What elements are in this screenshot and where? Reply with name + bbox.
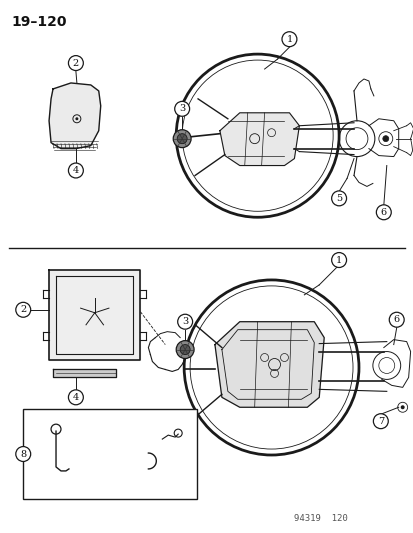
Circle shape	[16, 447, 31, 462]
Text: 8: 8	[20, 449, 26, 458]
Circle shape	[375, 205, 390, 220]
Circle shape	[177, 314, 192, 329]
Circle shape	[173, 130, 191, 148]
Text: 3: 3	[182, 317, 188, 326]
Circle shape	[382, 136, 388, 142]
Text: 5: 5	[335, 194, 341, 203]
Text: 6: 6	[393, 315, 399, 324]
Text: 4: 4	[73, 166, 79, 175]
Text: 2: 2	[20, 305, 26, 314]
Circle shape	[388, 312, 403, 327]
Text: 7: 7	[377, 417, 383, 426]
Polygon shape	[53, 369, 115, 377]
Circle shape	[331, 191, 346, 206]
Circle shape	[176, 341, 194, 359]
Text: 3: 3	[178, 104, 185, 114]
Circle shape	[373, 414, 387, 429]
Polygon shape	[219, 113, 299, 166]
Circle shape	[16, 302, 31, 317]
Text: 6: 6	[380, 208, 386, 217]
Text: 19–120: 19–120	[11, 15, 66, 29]
Circle shape	[68, 163, 83, 178]
Circle shape	[75, 117, 78, 120]
Polygon shape	[49, 83, 100, 149]
Circle shape	[177, 134, 187, 144]
Circle shape	[400, 405, 404, 409]
Circle shape	[180, 345, 190, 354]
Polygon shape	[214, 322, 323, 407]
Text: 4: 4	[73, 393, 79, 402]
Text: 1: 1	[286, 35, 292, 44]
Circle shape	[281, 32, 296, 47]
Text: 94319  120: 94319 120	[294, 514, 347, 523]
Text: 1: 1	[335, 255, 342, 264]
Polygon shape	[49, 270, 140, 360]
Circle shape	[68, 390, 83, 405]
Circle shape	[331, 253, 346, 268]
Text: 2: 2	[73, 59, 79, 68]
Bar	[23, 409, 197, 499]
Circle shape	[174, 101, 189, 116]
Circle shape	[68, 55, 83, 70]
